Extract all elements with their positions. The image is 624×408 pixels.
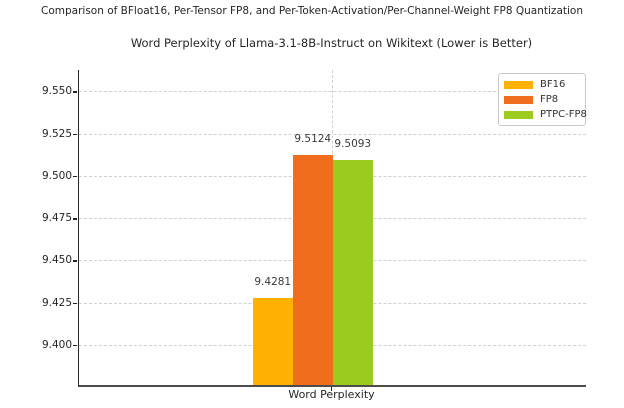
y-tick-label: 9.475	[41, 212, 72, 225]
bar-value-label: 9.4281	[254, 275, 292, 288]
legend-entry-label: PTPC-FP8	[540, 109, 587, 120]
legend-entry: FP8	[504, 92, 580, 107]
bar-fp8	[293, 154, 333, 385]
y-tick-label: 9.550	[41, 85, 72, 98]
legend-entry-label: BF16	[540, 79, 566, 90]
figure-title: Comparison of BFloat16, Per-Tensor FP8, …	[41, 5, 583, 17]
bar-value-label: 9.5124	[294, 132, 332, 145]
chart-title: Word Perplexity of Llama-3.1-8B-Instruct…	[130, 36, 533, 50]
y-tick-mark	[73, 218, 77, 220]
y-tick-mark	[73, 91, 77, 93]
x-gridline	[332, 70, 333, 385]
legend-entry: PTPC-FP8	[504, 107, 587, 122]
bar-value-label: 9.5093	[334, 138, 372, 151]
legend-swatch-ptpc-fp8	[504, 110, 533, 119]
legend-swatch-bf16	[504, 80, 533, 89]
legend: BF16 FP8 PTPC-FP8	[498, 73, 587, 126]
x-tick-label: Word Perplexity	[288, 388, 375, 401]
legend-entry-label: FP8	[540, 94, 559, 105]
plot-area: 9.4281 9.5124 9.5093	[78, 70, 586, 387]
legend-entry: BF16	[504, 77, 580, 92]
bar-bf16	[253, 297, 293, 385]
x-tick-mark	[331, 387, 333, 391]
y-tick-label: 9.450	[41, 254, 72, 267]
y-tick-mark	[73, 345, 77, 347]
bar-ptpc-fp8	[333, 160, 373, 385]
y-tick-mark	[73, 133, 77, 135]
y-tick-label: 9.425	[41, 296, 72, 309]
y-tick-mark	[73, 175, 77, 178]
y-tick-label: 9.525	[41, 127, 72, 140]
y-tick-mark	[73, 302, 77, 305]
y-tick-label: 9.400	[41, 339, 72, 352]
y-tick-mark	[73, 260, 77, 262]
legend-swatch-fp8	[504, 95, 533, 104]
y-tick-label: 9.500	[41, 169, 72, 182]
